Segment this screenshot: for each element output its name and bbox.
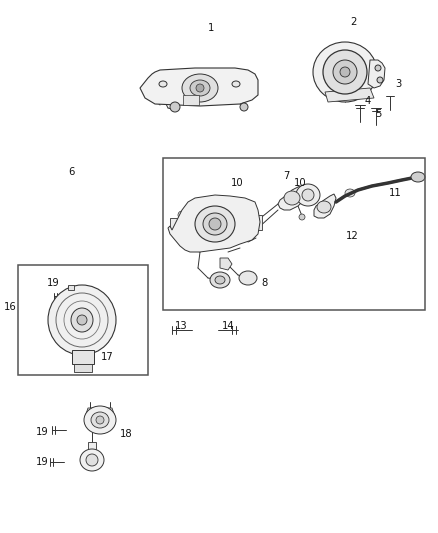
Ellipse shape (195, 206, 235, 242)
Ellipse shape (210, 272, 230, 288)
Text: 5: 5 (375, 109, 381, 119)
Bar (72, 350, 94, 364)
Polygon shape (254, 215, 262, 230)
Ellipse shape (284, 191, 300, 205)
Ellipse shape (178, 211, 186, 219)
Ellipse shape (84, 406, 116, 434)
Ellipse shape (80, 449, 104, 471)
Bar (74, 364, 92, 372)
Text: 10: 10 (294, 178, 306, 188)
Ellipse shape (203, 213, 227, 235)
Ellipse shape (159, 81, 167, 87)
Text: 14: 14 (222, 321, 234, 331)
Ellipse shape (71, 308, 93, 332)
Text: 3: 3 (395, 79, 401, 89)
Bar (183, 95, 199, 105)
Polygon shape (278, 186, 306, 210)
Ellipse shape (209, 218, 221, 230)
Text: 6: 6 (68, 167, 74, 177)
Polygon shape (314, 194, 336, 218)
Ellipse shape (215, 276, 225, 284)
Ellipse shape (340, 67, 350, 77)
Polygon shape (140, 68, 258, 106)
Ellipse shape (239, 271, 257, 285)
Text: 18: 18 (120, 429, 132, 439)
Ellipse shape (411, 172, 425, 182)
Ellipse shape (377, 77, 383, 83)
Ellipse shape (96, 416, 104, 424)
Text: 19: 19 (35, 427, 48, 437)
Text: 19: 19 (35, 457, 48, 467)
Ellipse shape (86, 454, 98, 466)
Polygon shape (368, 60, 385, 88)
Ellipse shape (313, 42, 377, 102)
Ellipse shape (190, 80, 210, 96)
Ellipse shape (196, 84, 204, 92)
Polygon shape (220, 258, 232, 270)
Ellipse shape (48, 285, 116, 355)
Text: 13: 13 (175, 321, 187, 331)
Text: 7: 7 (283, 171, 289, 181)
Ellipse shape (345, 189, 355, 197)
Text: 2: 2 (350, 17, 356, 27)
Polygon shape (168, 195, 260, 252)
Ellipse shape (299, 214, 305, 220)
Ellipse shape (232, 81, 240, 87)
Text: 16: 16 (4, 302, 16, 312)
Text: 11: 11 (389, 188, 401, 198)
Bar (88, 442, 96, 456)
Ellipse shape (91, 412, 109, 428)
Text: 4: 4 (365, 96, 371, 106)
Ellipse shape (375, 65, 381, 71)
Text: 8: 8 (261, 278, 267, 288)
Text: 12: 12 (346, 231, 358, 241)
Text: 1: 1 (208, 23, 214, 33)
Polygon shape (68, 285, 74, 290)
Polygon shape (86, 408, 114, 414)
Bar (163, 158, 425, 310)
Polygon shape (325, 88, 374, 102)
Ellipse shape (296, 184, 320, 206)
Bar (18, 265, 148, 375)
Ellipse shape (302, 189, 314, 201)
Ellipse shape (77, 315, 87, 325)
Polygon shape (170, 218, 178, 232)
Ellipse shape (333, 60, 357, 84)
Text: 19: 19 (46, 278, 60, 288)
Text: 17: 17 (101, 352, 113, 362)
Ellipse shape (170, 102, 180, 112)
Ellipse shape (323, 50, 367, 94)
Ellipse shape (317, 201, 331, 213)
Ellipse shape (182, 74, 218, 102)
Text: 10: 10 (231, 178, 244, 188)
Ellipse shape (244, 209, 252, 217)
Ellipse shape (240, 103, 248, 111)
